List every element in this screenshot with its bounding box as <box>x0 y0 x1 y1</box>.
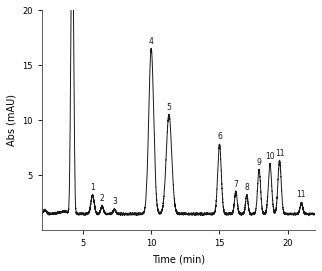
Y-axis label: Abs (mAU): Abs (mAU) <box>7 95 17 146</box>
Text: 2: 2 <box>100 194 104 203</box>
Text: 3: 3 <box>112 197 117 206</box>
X-axis label: Time (min): Time (min) <box>152 254 205 264</box>
Text: 4: 4 <box>149 37 154 46</box>
Text: 11: 11 <box>297 190 306 199</box>
Text: 1: 1 <box>90 183 95 192</box>
Text: 8: 8 <box>244 183 249 192</box>
Text: 6: 6 <box>217 132 222 141</box>
Text: 11: 11 <box>275 149 284 158</box>
Text: 7: 7 <box>233 180 238 189</box>
Text: 10: 10 <box>265 152 275 161</box>
Text: 5: 5 <box>166 103 171 112</box>
Text: 9: 9 <box>257 158 261 167</box>
